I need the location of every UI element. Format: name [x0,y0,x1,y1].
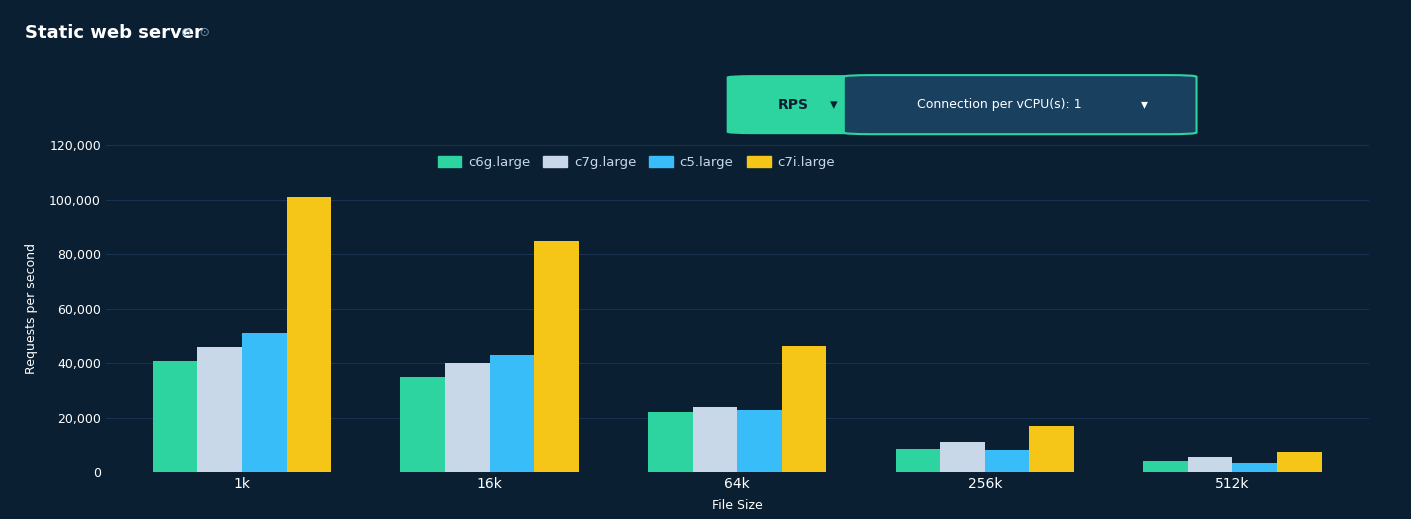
Text: ▾: ▾ [1141,98,1149,112]
Text: RPS: RPS [777,98,809,112]
Bar [286,197,332,472]
Text: ▾: ▾ [830,97,838,112]
Bar [490,355,535,472]
Legend: c6g.large, c7g.large, c5.large, c7i.large: c6g.large, c7g.large, c5.large, c7i.larg… [433,152,838,173]
Bar [1143,461,1188,472]
Bar [896,449,940,472]
Bar [198,347,243,472]
Bar [535,241,579,472]
Y-axis label: Requests per second: Requests per second [25,243,38,374]
Bar [401,377,444,472]
Bar [940,442,985,472]
Bar [648,412,693,472]
FancyBboxPatch shape [727,75,885,134]
X-axis label: File Size: File Size [713,499,762,512]
Bar [152,361,198,472]
Text: Connection per vCPU(s): 1: Connection per vCPU(s): 1 [917,98,1082,111]
Bar [985,450,1030,472]
Bar [444,363,490,472]
Text: Static web server: Static web server [25,24,203,42]
Bar [738,409,782,472]
Bar [1232,463,1277,472]
Bar [1188,457,1232,472]
Bar [243,333,286,472]
Bar [1277,452,1322,472]
Bar [782,346,827,472]
Text: ⊙  ⊙: ⊙ ⊙ [181,26,210,39]
Bar [693,407,738,472]
Bar [1030,426,1074,472]
FancyBboxPatch shape [844,75,1197,134]
